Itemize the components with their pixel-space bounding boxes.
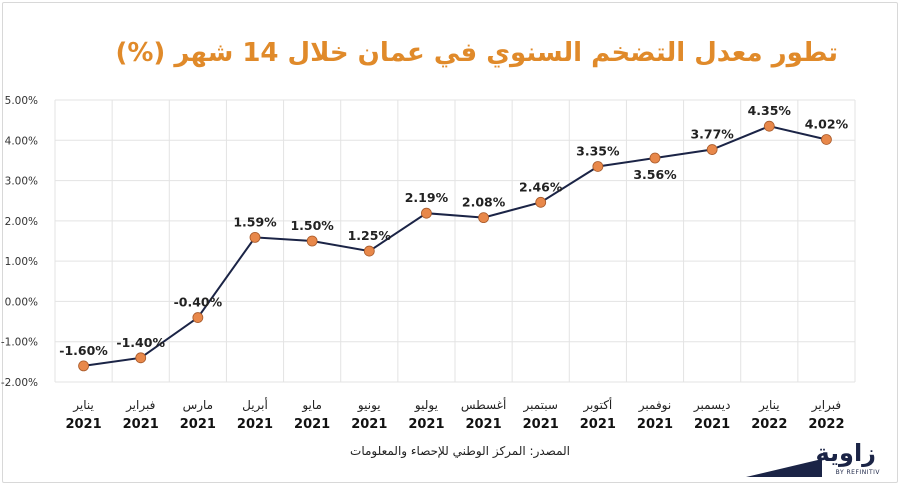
data-point [192,312,204,323]
logo-subtitle: BY REFINITIV [835,469,880,476]
x-tick-label-month: سبتمبر [522,398,557,413]
data-label: 4.35% [748,103,792,118]
data-label: -1.40% [116,335,165,350]
x-tick-label-month: ديسمبر [693,398,731,413]
data-point [478,212,489,224]
y-tick-label: 3.00% [5,176,38,188]
x-tick-label-year: 2021 [408,417,444,432]
logo-swoosh-icon [746,459,822,477]
x-tick-label-year: 2021 [123,417,159,432]
x-tick-label-month: نوفمبر [638,398,671,413]
y-tick-label: 5.00% [5,95,38,107]
data-point [821,134,832,145]
x-tick-label-year: 2022 [808,417,844,432]
x-tick-label-year: 2021 [294,417,330,432]
chart-title: تطور معدل التضخم السنوي في عمان خلال 14 … [115,38,838,68]
data-point [78,360,89,372]
x-tick-label-month: يونيو [357,398,381,413]
data-point [763,120,775,132]
source-note: المصدر: المركز الوطني للإحصاء والمعلومات [350,444,570,458]
x-tick-label-year: 2021 [637,417,673,432]
x-tick-label-month: مايو [301,398,322,413]
x-tick-label-year: 2021 [65,417,101,432]
y-tick-label: 0.00% [5,296,38,308]
y-tick-label: 4.00% [5,135,38,147]
x-tick-label-month: يناير [758,398,780,413]
x-tick-label-year: 2021 [180,417,216,432]
data-label: 2.46% [519,179,563,194]
x-tick-label-month: أغسطس [461,397,506,413]
y-tick-label: 2.00% [5,216,38,228]
data-point [363,245,375,257]
x-tick-label-year: 2021 [237,417,273,432]
x-tick-label-month: فبراير [811,398,841,413]
data-point [649,152,661,164]
x-tick-label-year: 2021 [465,417,501,432]
data-point [592,161,604,172]
data-label: 1.50% [290,218,334,233]
data-label: 1.59% [233,214,277,229]
x-tick-label-year: 2021 [580,417,616,432]
data-point [421,207,432,219]
data-label: -1.60% [59,343,108,358]
data-label: -0.40% [174,295,223,310]
zawya-logo: زاوية BY REFINITIV [744,439,894,479]
logo-wordmark: زاوية [815,439,876,467]
data-point [306,235,318,247]
data-point [249,231,261,243]
x-tick-label-year: 2021 [523,417,559,432]
data-label: 4.02% [805,116,849,131]
x-tick-label-month: أكتوبر [582,397,612,413]
y-tick-label: -2.00% [1,377,38,389]
y-tick-label: -1.00% [1,337,38,349]
y-tick-label: 1.00% [5,256,38,268]
data-point [535,196,547,208]
data-label: 1.25% [348,228,392,243]
x-tick-label-year: 2022 [751,417,787,432]
series-line [83,125,827,367]
x-tick-label-month: أبريل [242,397,268,413]
x-tick-label-month: فبراير [125,398,155,413]
data-label: 2.19% [405,190,449,205]
x-tick-label-month: يناير [72,398,94,413]
data-point [135,352,147,364]
data-point [706,144,718,155]
data-label: 2.08% [462,195,506,210]
x-tick-label-year: 2021 [351,417,387,432]
x-tick-label-month: يوليو [414,398,438,413]
data-label: 3.77% [690,127,734,142]
data-label: 3.56% [633,167,677,182]
x-tick-label-month: مارس [183,398,214,413]
x-tick-label-year: 2021 [694,417,730,432]
data-label: 3.35% [576,143,620,158]
